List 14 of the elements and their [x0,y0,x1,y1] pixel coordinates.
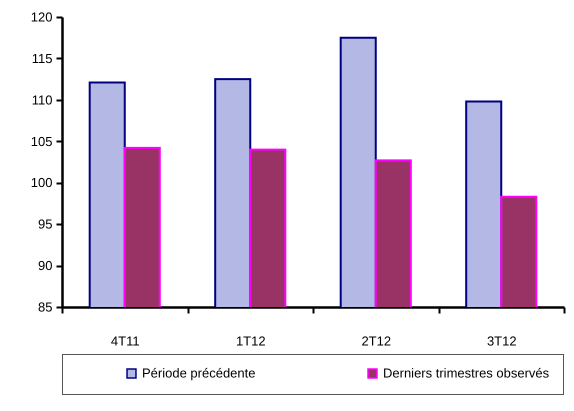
x-tick-label: 3T12 [486,334,517,348]
y-tick-label: 85 [38,300,52,314]
y-tick-label: 120 [30,10,52,24]
y-tick-label: 110 [32,92,52,108]
legend-label: Derniers trimestres observés [383,366,550,381]
x-tick-label: 1T12 [236,334,266,348]
y-tick-label: 105 [30,134,52,149]
y-tick-label: 95 [38,216,52,232]
y-tick-label: 90 [38,258,52,274]
x-tick-label: 4T11 [110,334,140,348]
legend-label: Période précédente [142,366,256,381]
x-tick-label: 2T12 [361,334,392,348]
y-tick-label: 115 [32,50,52,66]
y-tick-label: 100 [30,175,52,190]
